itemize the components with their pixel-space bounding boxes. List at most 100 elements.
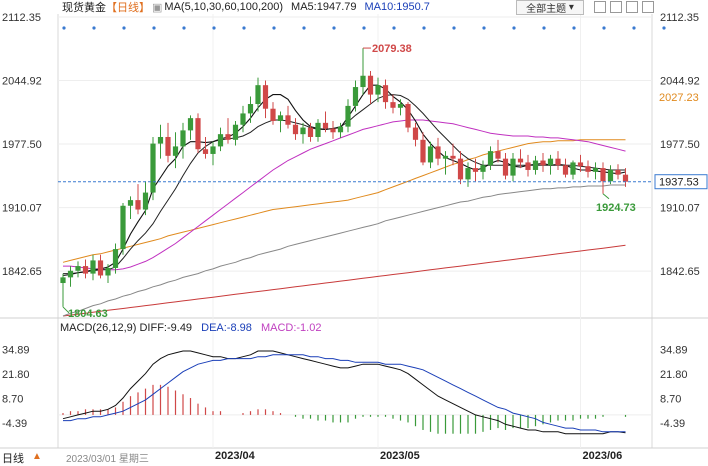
window-restore-button[interactable] (594, 1, 606, 13)
candle-body (510, 158, 516, 176)
macd-axis-label-left: -4.39 (2, 418, 27, 430)
candle-body (615, 169, 621, 175)
candle-body (337, 126, 344, 133)
candle-body (555, 158, 561, 166)
period-low-label: 1804.63 (68, 308, 108, 320)
x-axis-label: 2023/05 (380, 450, 420, 462)
current-price-label: 1937.53 (659, 177, 699, 189)
candle-body (202, 149, 209, 154)
candle-body (112, 249, 119, 268)
price-axis-label-left: 1910.07 (2, 203, 42, 215)
candle-body (465, 168, 471, 180)
window-close-button[interactable] (642, 1, 654, 13)
macd-dea-line (63, 354, 626, 433)
footer-arrow-icon[interactable]: ▲ (32, 451, 42, 462)
event-marker-dot (392, 26, 396, 30)
event-marker-dot (542, 26, 546, 30)
candle-body (105, 267, 111, 276)
candle-body (472, 168, 479, 172)
window-maximize-button[interactable] (626, 1, 638, 13)
event-marker-dot (572, 26, 576, 30)
macd-diff-line (62, 350, 626, 435)
event-marker-dot (212, 26, 216, 30)
event-marker-dot (152, 26, 156, 30)
candle-body (502, 158, 509, 176)
candle-body (540, 160, 546, 166)
price-axis-label-left: 2044.92 (2, 76, 42, 88)
candle-body (450, 155, 456, 159)
event-marker-dot (632, 26, 636, 30)
macd-dea-value: DEA:-8.98 (201, 322, 252, 334)
macd-axis-label-left: 8.70 (2, 394, 23, 406)
candle-body (367, 75, 374, 95)
candle-body (562, 165, 569, 175)
macd-diff-value: DIFF:-9.49 (139, 322, 193, 334)
ma5-line (62, 84, 626, 277)
event-marker-dot (512, 26, 516, 30)
candle-body (82, 266, 89, 274)
ma200-line (62, 244, 626, 317)
theme-dropdown[interactable]: 全部主题 ▾ (516, 0, 584, 15)
candle-body (247, 104, 254, 114)
candle-body (217, 134, 224, 147)
period-value: 日线 (117, 2, 139, 14)
candle-body (517, 158, 524, 163)
window-minimize-button[interactable] (610, 1, 622, 13)
current-price-tag (654, 174, 708, 190)
event-marker-dot (482, 26, 486, 30)
candle-body (187, 118, 194, 131)
candle-body (352, 87, 359, 106)
event-marker-dot (422, 26, 426, 30)
low-pointer (62, 306, 70, 314)
event-marker-dot (272, 26, 276, 30)
macd-axis-label-left: 21.80 (2, 369, 30, 381)
candle-body (600, 168, 606, 182)
event-marker-dot (92, 26, 96, 30)
candle-body (75, 266, 81, 271)
candle-body (67, 270, 74, 278)
candle-body (285, 115, 291, 125)
ma60-line (62, 139, 626, 263)
candle-body (307, 127, 314, 137)
price-axis-label-right: 2044.92 (660, 76, 700, 88)
footer-period[interactable]: 日线 (2, 453, 24, 465)
candle-body (300, 127, 306, 135)
candle-body (442, 155, 449, 159)
x-axis-label: 2023/06 (583, 450, 623, 462)
price-axis-label-right: 1910.07 (660, 203, 700, 215)
candle-body (397, 104, 404, 108)
x-axis-label: 2023/04 (215, 450, 256, 462)
event-marker-dot (62, 26, 66, 30)
candle-body (225, 134, 231, 140)
price-axis-label-right: 2112.35 (660, 12, 699, 24)
macd-header: MACD(26,12,9) DIFF:-9.49 DEA:-8.98 MACD:… (60, 322, 321, 334)
candle-body (345, 105, 351, 127)
candle-body (232, 124, 239, 140)
candle-body (405, 104, 411, 128)
event-marker-dot (662, 26, 666, 30)
macd-settings-label[interactable]: MACD(26,12,9) (60, 322, 137, 334)
price-axis-label-left: 1842.65 (2, 266, 42, 278)
candle-body (240, 113, 246, 125)
candle-body (315, 122, 321, 137)
price-axis-label-right: 1842.65 (660, 266, 700, 278)
period-high-label: 2079.38 (372, 43, 412, 55)
macd-hist-value: MACD:-1.02 (260, 322, 322, 334)
event-marker-dot (362, 26, 366, 30)
ma-settings-label[interactable]: MA(5,10,30,60,100,200) (164, 1, 284, 13)
price-axis-label-left: 1977.50 (2, 139, 42, 151)
candle-body (570, 162, 576, 175)
candle-body (412, 127, 419, 140)
event-marker-dot (182, 26, 186, 30)
candle-body (120, 205, 126, 250)
candle-body (90, 260, 96, 274)
ma5-value: MA5:1947.79 (291, 1, 357, 13)
candle-body (360, 75, 366, 88)
candle-body (262, 85, 269, 109)
period-label[interactable]: 【日线】 (106, 2, 150, 14)
candle-body (547, 158, 554, 166)
candle-body (435, 146, 441, 159)
candle-body (607, 169, 614, 182)
candle-body (150, 143, 156, 193)
